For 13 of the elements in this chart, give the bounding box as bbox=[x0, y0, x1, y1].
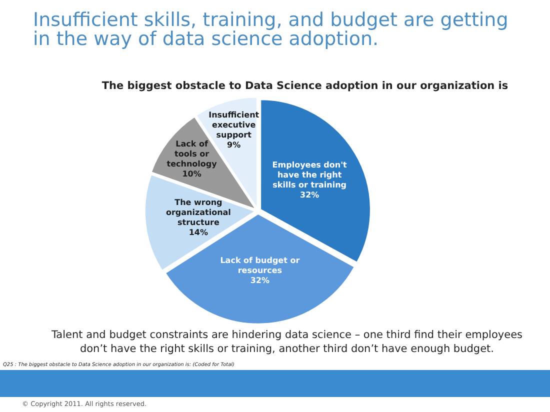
data-label: 14% bbox=[188, 228, 208, 237]
data-label: 9% bbox=[227, 140, 241, 150]
slice-label: Lack of tools or technology bbox=[166, 139, 218, 168]
slice-label: Insufficient executive support bbox=[208, 110, 260, 140]
slice-label: Employees don't have the right skills or training bbox=[272, 160, 348, 190]
slice-label: The wrong organizational structure bbox=[166, 198, 232, 227]
data-label: 10% bbox=[182, 169, 202, 178]
data-label: 32% bbox=[250, 276, 270, 285]
chart-subtitle: The biggest obstacle to Data Science adoption in our organization is bbox=[100, 80, 510, 92]
chart-title: Insufficient skills, training, and budget are getting in the way of data science adoption. bbox=[33, 9, 510, 50]
slice-label: Lack of budget or resources bbox=[220, 256, 300, 275]
data-label: 32% bbox=[300, 190, 320, 200]
text: Talent and budget constraints are hindering data science – one third find their employees don’t have the right skills or training, another third don’t have enough budget. bbox=[50, 328, 524, 356]
